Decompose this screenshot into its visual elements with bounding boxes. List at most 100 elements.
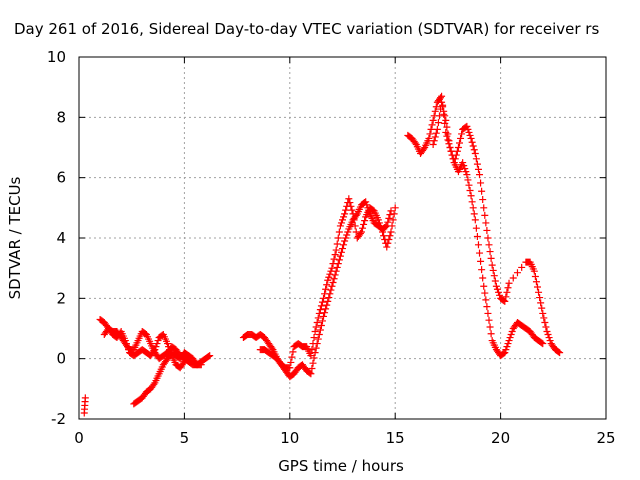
data-point: [430, 137, 438, 145]
data-point: [505, 337, 513, 345]
data-point: [513, 269, 521, 277]
data-point: [310, 334, 318, 342]
data-point: [438, 98, 446, 106]
data-point: [333, 240, 341, 248]
data-point: [484, 309, 492, 317]
data-point: [164, 340, 172, 348]
data-point: [466, 131, 474, 139]
data-point: [321, 290, 329, 298]
data-point: [81, 394, 89, 402]
data-point: [350, 216, 358, 224]
x-axis-label: GPS time / hours: [278, 457, 404, 475]
data-point: [487, 254, 495, 262]
data-point: [329, 278, 337, 286]
data-point: [321, 309, 329, 317]
data-point: [426, 130, 434, 138]
data-point: [318, 298, 326, 306]
y-tick-label: 0: [56, 350, 66, 368]
data-point: [437, 94, 445, 102]
data-point: [440, 107, 448, 115]
data-point: [431, 107, 439, 115]
data-point: [459, 159, 467, 167]
data-point: [432, 103, 440, 111]
x-tick-label: 5: [180, 429, 190, 447]
y-tick-label: 6: [56, 169, 66, 187]
data-point: [357, 228, 365, 236]
data-point: [342, 206, 350, 214]
data-point: [125, 346, 133, 354]
data-point: [451, 155, 459, 163]
data-point: [391, 204, 399, 212]
data-point: [311, 349, 319, 357]
data-point: [487, 330, 495, 338]
y-axis-label: SDTVAR / TECUs: [6, 176, 24, 299]
data-point: [324, 276, 332, 284]
data-point: [467, 192, 475, 200]
data-point: [351, 222, 359, 230]
data-point: [450, 159, 458, 167]
data-point: [476, 249, 484, 257]
data-point: [362, 198, 370, 206]
data-point: [268, 344, 276, 352]
y-tick-label: 10: [47, 48, 66, 66]
data-point: [464, 125, 472, 133]
data-point: [481, 211, 489, 219]
data-point: [508, 328, 516, 336]
data-point: [317, 302, 325, 310]
data-point: [480, 204, 488, 212]
data-point: [386, 232, 394, 240]
data-point: [385, 214, 393, 222]
data-point: [428, 121, 436, 129]
data-point: [501, 297, 509, 305]
data-point: [432, 129, 440, 137]
data-point: [493, 285, 501, 293]
data-point: [477, 257, 485, 265]
data-point: [463, 122, 471, 130]
data-point: [313, 318, 321, 326]
data-point: [431, 133, 439, 141]
data-point: [327, 267, 335, 275]
data-point: [478, 266, 486, 274]
data-point: [478, 187, 486, 195]
data-point: [464, 176, 472, 184]
data-point: [460, 162, 468, 170]
data-point: [503, 288, 511, 296]
data-point: [473, 232, 481, 240]
data-point: [500, 297, 508, 305]
data-point: [309, 359, 317, 367]
x-tick-label: 25: [596, 429, 615, 447]
data-point: [501, 349, 509, 357]
data-point: [446, 144, 454, 151]
data-point: [542, 323, 550, 331]
data-point: [491, 277, 499, 285]
data-point: [314, 335, 322, 343]
data-point: [375, 219, 383, 227]
data-point: [335, 228, 343, 236]
data-point: [356, 229, 364, 237]
data-point: [530, 267, 538, 275]
data-point: [470, 210, 478, 218]
data-point: [324, 297, 332, 305]
data-point: [314, 314, 322, 322]
data-point: [425, 134, 433, 142]
data-point: [309, 340, 317, 348]
data-point: [427, 125, 435, 133]
data-point: [341, 237, 349, 245]
data-point: [385, 236, 393, 244]
data-point: [479, 196, 487, 204]
data-point: [486, 323, 494, 331]
data-point: [434, 119, 442, 127]
data-point: [463, 171, 471, 179]
data-point: [287, 358, 295, 366]
data-point: [452, 151, 460, 159]
data-point: [123, 343, 131, 351]
data-point: [453, 147, 461, 155]
data-point: [205, 352, 213, 360]
x-tick-label: 10: [280, 429, 299, 447]
data-point: [473, 160, 481, 168]
data-point: [443, 123, 451, 131]
data-point: [327, 286, 335, 294]
data-point: [206, 352, 214, 360]
